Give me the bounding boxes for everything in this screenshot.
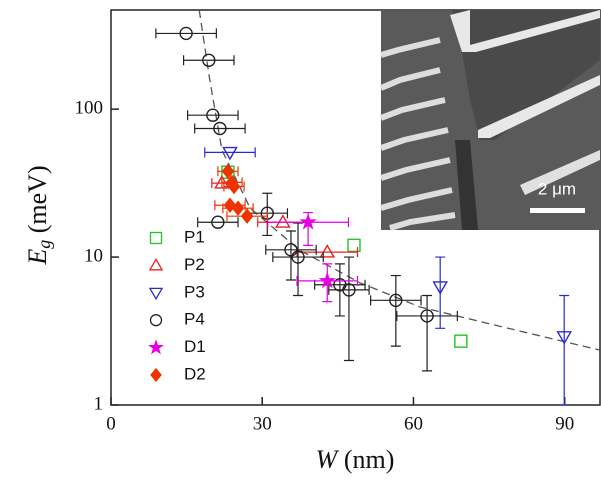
legend-entry: P1 [151, 227, 205, 246]
x-error-bar [188, 110, 238, 120]
legend-marker [151, 233, 162, 244]
legend-marker [150, 341, 162, 352]
x-error-bar [205, 147, 255, 157]
y-error-bar [559, 295, 569, 405]
y-label-subscript: g [34, 240, 54, 249]
x-label-symbol: W [316, 445, 340, 474]
y-error-bar [422, 295, 432, 370]
y-label-symbol: E [23, 249, 52, 266]
x-error-bar [198, 217, 238, 227]
legend-label: P1 [184, 227, 205, 246]
legend-label: D1 [184, 337, 206, 356]
y-error-bar [391, 276, 401, 347]
series [215, 165, 267, 223]
y-axis-label: Eg (meV) [23, 165, 54, 265]
data-point [242, 210, 253, 223]
y-tick-label: 100 [75, 98, 104, 119]
x-error-bar [156, 28, 216, 38]
x-tick-label: 30 [253, 413, 272, 434]
x-tick-label: 90 [555, 413, 574, 434]
legend-label: P2 [184, 255, 205, 274]
x-label-unit: (nm) [344, 445, 395, 474]
legend-marker [150, 288, 162, 298]
chart: 2 μm W (nm) Eg (meV) 0 30 60 90 1 10 100 P1 P2 P3… [0, 0, 601, 484]
legend-entry: P4 [151, 310, 205, 329]
y-label-unit: (meV) [23, 165, 52, 233]
x-error-bar [195, 123, 245, 133]
x-tick-label: 60 [404, 413, 423, 434]
data-point [348, 239, 360, 251]
legend-entry: D1 [150, 337, 206, 356]
x-error-bar [184, 55, 234, 65]
inset-scale-bar [530, 208, 585, 213]
inset-image: 2 μm [381, 10, 600, 230]
legend-entry: P2 [150, 255, 205, 274]
legend-entry: P3 [150, 282, 205, 301]
data-point [455, 335, 467, 347]
legend-label: D2 [184, 364, 206, 383]
legend-marker [151, 369, 161, 381]
legend-entry: D2 [151, 364, 206, 383]
legend-label: P3 [184, 282, 205, 301]
y-error-bar [344, 257, 354, 360]
inset-scale-label: 2 μm [538, 179, 576, 198]
x-axis-label: W (nm) [316, 445, 395, 474]
y-error-bar [293, 223, 303, 295]
legend-marker [151, 315, 162, 326]
y-tick-label: 1 [94, 393, 104, 414]
y-tick-label: 10 [84, 245, 103, 266]
x-tick-label: 0 [106, 413, 116, 434]
legend-marker [150, 259, 162, 269]
legend-label: P4 [184, 310, 205, 329]
